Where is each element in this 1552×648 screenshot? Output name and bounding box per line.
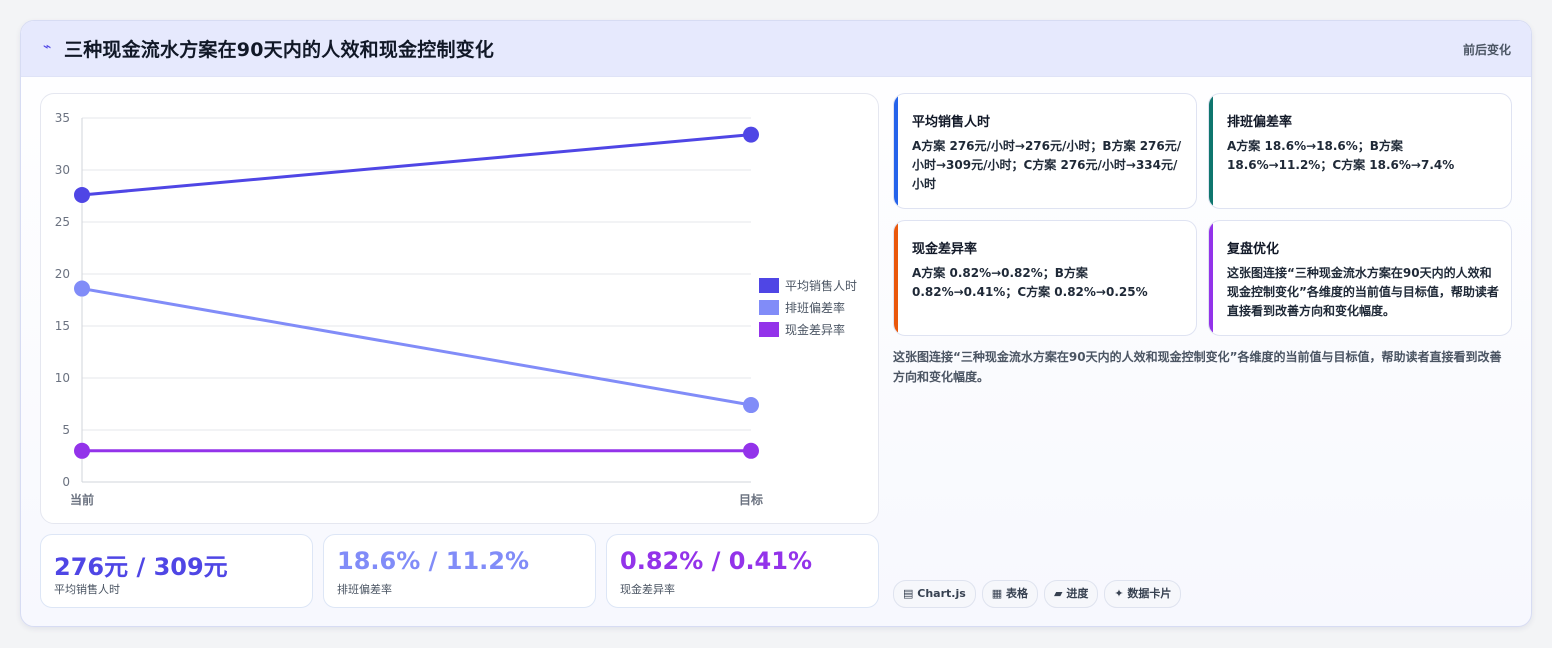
sparkle-icon: ✦ (1114, 587, 1124, 600)
kpi-value: 18.6% / 11.2% (337, 547, 529, 575)
y-tick-label: 5 (62, 423, 70, 437)
header-tag: 前后变化 (1462, 43, 1511, 57)
data-point (74, 186, 90, 203)
chip-label: 进度 (1066, 587, 1089, 600)
y-tick-label: 10 (55, 371, 70, 385)
card-title: 排班偏差率 (1227, 115, 1293, 130)
card-body: A方案 276元/小时→276元/小时；B方案 276元/小时→309元/小时；… (912, 139, 1182, 191)
legend-swatch (759, 322, 779, 337)
kpi-card-cash-variance: 0.82% / 0.41% 现金差异率 (606, 534, 879, 608)
y-tick-label: 25 (55, 215, 70, 229)
series-line (81, 287, 752, 407)
card-title: 平均销售人时 (912, 115, 991, 130)
kpi-label: 现金差异率 (620, 583, 675, 596)
chart-icon: ▤ (903, 587, 914, 600)
card-accent (1209, 94, 1213, 208)
data-point (743, 442, 759, 459)
kpi-card-sales-hours: 276元 / 309元 平均销售人时 (40, 534, 313, 608)
chip-label: 数据卡片 (1127, 587, 1172, 600)
chip-progress[interactable]: ▰ 进度 (1044, 580, 1099, 608)
kpi-card-schedule-deviation: 18.6% / 11.2% 排班偏差率 (323, 534, 596, 608)
kpi-value: 276元 / 309元 (54, 553, 228, 581)
card-accent (1209, 221, 1213, 335)
info-card-schedule-deviation: 排班偏差率 A方案 18.6%→18.6%；B方案 18.6%→11.2%；C方… (1208, 93, 1512, 209)
data-point (74, 280, 90, 297)
progress-icon: ▰ (1054, 587, 1063, 600)
table-icon: ▦ (991, 587, 1003, 600)
chart-description: 这张图连接“三种现金流水方案在90天内的人效和现金控制变化”各维度的当前值与目标… (893, 350, 1502, 384)
header: ⌁ 三种现金流水方案在90天内的人效和现金控制变化 前后变化 (21, 21, 1531, 77)
main-card: ⌁ 三种现金流水方案在90天内的人效和现金控制变化 前后变化 0 5 10 15 20 2… (20, 20, 1532, 627)
info-card-sales-hours: 平均销售人时 A方案 276元/小时→276元/小时；B方案 276元/小时→3… (893, 93, 1197, 209)
card-accent (894, 94, 898, 208)
legend-swatch (759, 300, 779, 315)
legend-label: 排班偏差率 (785, 300, 845, 315)
y-tick-label: 35 (55, 111, 70, 125)
legend-swatch (759, 278, 779, 293)
x-tick-label: 当前 (70, 492, 94, 507)
y-tick-label: 30 (55, 163, 70, 177)
data-point (74, 442, 90, 459)
data-point (743, 126, 759, 143)
kpi-label: 平均销售人时 (54, 583, 120, 596)
kpi-value: 0.82% / 0.41% (620, 547, 812, 575)
chip-label: 表格 (1006, 587, 1029, 600)
lightning-icon: ⌁ (43, 39, 52, 55)
tech-chips: ▤ Chart.js ▦ 表格 ▰ 进度 ✦ 数据卡片 (893, 580, 1187, 608)
chip-label: Chart.js (917, 587, 966, 600)
legend-label: 现金差异率 (785, 322, 845, 337)
info-card-review: 复盘优化 这张图连接“三种现金流水方案在90天内的人效和现金控制变化”各维度的当… (1208, 220, 1512, 336)
line-chart-panel: 0 5 10 15 20 25 30 35 当前 目标 平均销售人时 排班偏差率现金差异率 (40, 93, 879, 524)
chip-chartjs[interactable]: ▤ Chart.js (893, 580, 976, 608)
card-body: A方案 0.82%→0.82%；B方案 0.82%→0.41%；C方案 0.82… (912, 266, 1148, 299)
card-accent (894, 221, 898, 335)
data-point (743, 397, 759, 414)
card-body: A方案 18.6%→18.6%；B方案 18.6%→11.2%；C方案 18.6… (1227, 139, 1455, 172)
chip-data-cards[interactable]: ✦ 数据卡片 (1104, 580, 1182, 608)
legend-label: 平均销售人时 (785, 278, 857, 293)
y-tick-label: 0 (62, 475, 70, 489)
card-title: 复盘优化 (1227, 242, 1280, 257)
card-title: 现金差异率 (912, 242, 978, 257)
series-line (81, 133, 752, 197)
y-tick-label: 15 (55, 319, 70, 333)
kpi-label: 排班偏差率 (337, 583, 392, 596)
info-card-cash-variance: 现金差异率 A方案 0.82%→0.82%；B方案 0.82%→0.41%；C方… (893, 220, 1197, 336)
y-tick-label: 20 (55, 267, 70, 281)
chip-table[interactable]: ▦ 表格 (981, 580, 1039, 608)
card-body: 这张图连接“三种现金流水方案在90天内的人效和现金控制变化”各维度的当前值与目标… (1227, 266, 1499, 318)
page-title: 三种现金流水方案在90天内的人效和现金控制变化 (64, 39, 495, 61)
x-tick-label: 目标 (739, 492, 763, 507)
